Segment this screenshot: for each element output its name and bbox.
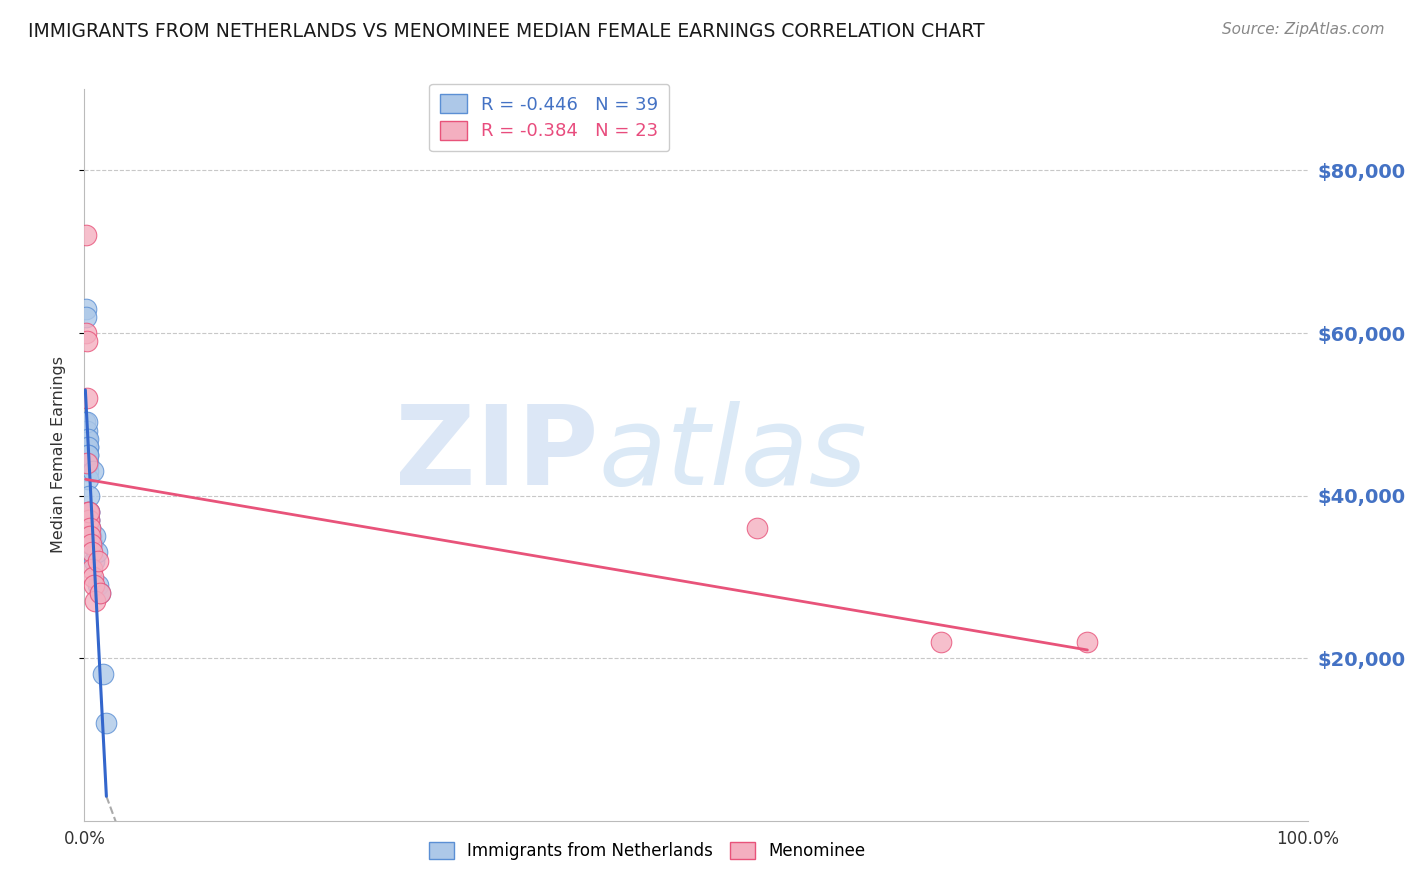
Text: Source: ZipAtlas.com: Source: ZipAtlas.com xyxy=(1222,22,1385,37)
Point xyxy=(76,424,98,438)
Point xyxy=(76,432,98,446)
Point xyxy=(75,440,97,454)
Point xyxy=(77,505,100,519)
Point xyxy=(76,440,98,454)
Point xyxy=(79,521,101,535)
Point xyxy=(75,416,97,430)
Point xyxy=(77,513,100,527)
Point xyxy=(80,537,103,551)
Point xyxy=(82,562,104,576)
Point xyxy=(76,513,98,527)
Text: atlas: atlas xyxy=(598,401,866,508)
Point xyxy=(82,464,104,478)
Point xyxy=(77,472,100,486)
Point xyxy=(76,456,98,470)
Point xyxy=(82,537,104,551)
Point xyxy=(77,464,100,478)
Point xyxy=(75,432,97,446)
Point xyxy=(77,448,100,462)
Point xyxy=(76,456,98,470)
Point xyxy=(929,635,952,649)
Text: ZIP: ZIP xyxy=(395,401,598,508)
Point xyxy=(747,521,769,535)
Point xyxy=(77,456,100,470)
Point xyxy=(80,545,103,559)
Point xyxy=(77,529,100,543)
Point xyxy=(87,553,110,567)
Point xyxy=(75,310,97,324)
Point xyxy=(76,432,98,446)
Point xyxy=(79,521,101,535)
Point xyxy=(79,513,101,527)
Point xyxy=(91,667,114,681)
Point xyxy=(79,529,101,543)
Legend: Immigrants from Netherlands, Menominee: Immigrants from Netherlands, Menominee xyxy=(422,836,872,867)
Point xyxy=(76,416,98,430)
Point xyxy=(84,529,107,543)
Point xyxy=(83,578,105,592)
Point xyxy=(75,301,97,316)
Point xyxy=(82,570,104,584)
Point xyxy=(87,578,110,592)
Point xyxy=(89,586,111,600)
Point xyxy=(80,537,103,551)
Point xyxy=(77,505,100,519)
Point xyxy=(89,586,111,600)
Point xyxy=(76,334,98,348)
Point xyxy=(83,553,105,567)
Point xyxy=(86,545,108,559)
Point xyxy=(79,529,101,543)
Point xyxy=(77,513,100,527)
Point xyxy=(96,716,118,731)
Point xyxy=(84,594,107,608)
Point xyxy=(1076,635,1098,649)
Point xyxy=(75,326,97,340)
Point xyxy=(76,448,98,462)
Point xyxy=(76,440,98,454)
Point xyxy=(76,391,98,405)
Point xyxy=(75,228,97,243)
Point xyxy=(77,448,100,462)
Point xyxy=(80,529,103,543)
Text: IMMIGRANTS FROM NETHERLANDS VS MENOMINEE MEDIAN FEMALE EARNINGS CORRELATION CHAR: IMMIGRANTS FROM NETHERLANDS VS MENOMINEE… xyxy=(28,22,984,41)
Point xyxy=(77,489,100,503)
Point xyxy=(76,440,98,454)
Point xyxy=(76,456,98,470)
Point xyxy=(77,505,100,519)
Y-axis label: Median Female Earnings: Median Female Earnings xyxy=(51,357,66,553)
Point xyxy=(77,505,100,519)
Point xyxy=(79,537,101,551)
